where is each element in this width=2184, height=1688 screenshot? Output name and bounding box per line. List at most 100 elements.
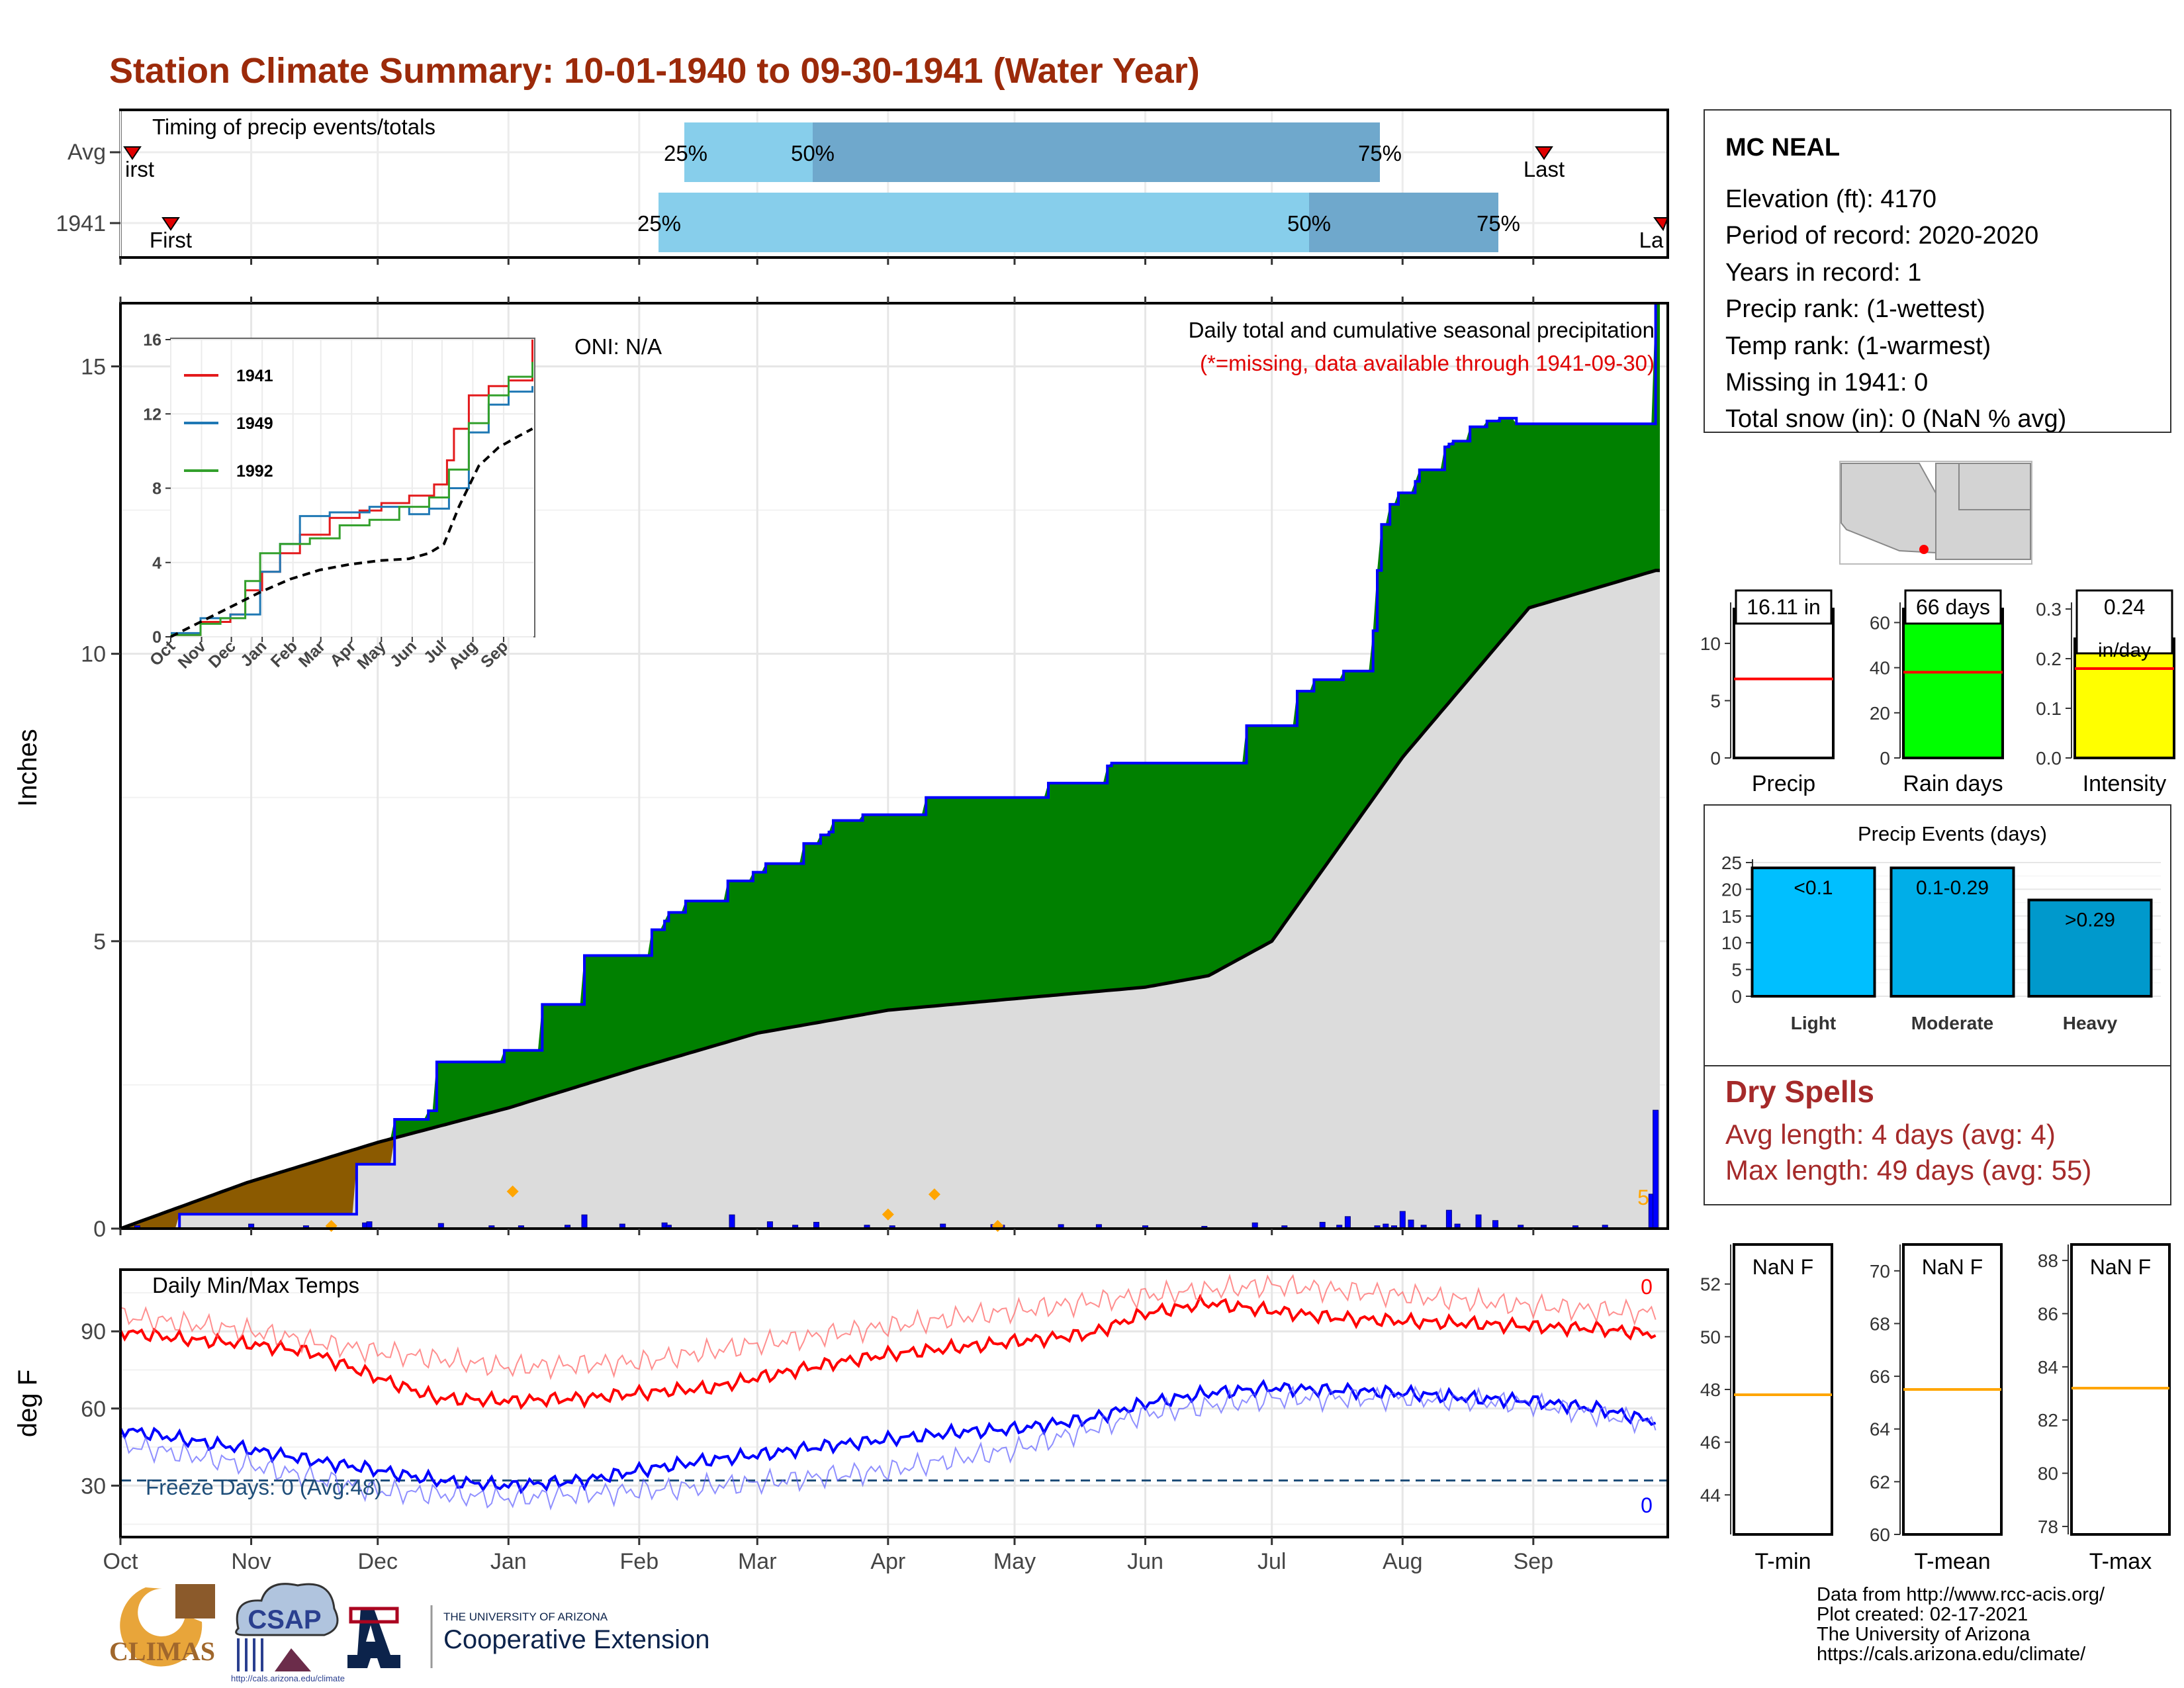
map-state-nm: [1935, 463, 2031, 560]
inset-legend-label: 1941: [236, 367, 273, 385]
daily-precip-bar: [1445, 1209, 1452, 1229]
temp-box-3: 78 80 82 84 86 88 NaN F T-max: [2038, 1243, 2171, 1574]
dry-spells-title: Dry Spells: [1725, 1074, 1874, 1109]
snow-marker: [928, 1188, 940, 1201]
temp-line-avg-max: [120, 1273, 1657, 1381]
temp-summary-boxes: 44 46 48 50 52 NaN F T-min 60 62 64 66 68 70 NaN F T-m…: [1700, 1243, 2171, 1574]
mini-label: Precip: [1752, 771, 1815, 796]
temp-box-tick-label: 52: [1700, 1274, 1721, 1295]
temp-lines: [119, 1273, 1657, 1511]
temp-box-label: T-max: [2089, 1549, 2152, 1574]
temp-box-label: T-min: [1755, 1549, 1811, 1574]
events-bar-label: >0.29: [2065, 910, 2115, 931]
precip-y-tick-label: 10: [81, 642, 106, 667]
dry-spells-max: Max length: 49 days (avg: 55): [1725, 1154, 2091, 1186]
temp-box-value: NaN F: [2090, 1255, 2151, 1279]
mini-tick-label: 0.1: [2036, 698, 2062, 719]
precip-y-tick-label: 5: [93, 929, 106, 955]
csap-text: CSAP: [248, 1605, 321, 1634]
temp-box-tick-label: 46: [1700, 1432, 1721, 1453]
daily-precip-bar: [1475, 1214, 1482, 1229]
precip-frame: [119, 302, 1669, 1230]
mini-value-box: [1904, 589, 2002, 625]
temp-box-tick-label: 48: [1700, 1380, 1721, 1400]
mini-tick-label: 40: [1870, 658, 1890, 679]
mini-tick-label: 60: [1870, 612, 1890, 633]
temp-box-value: NaN F: [1752, 1255, 1813, 1279]
csap-rain: [237, 1638, 263, 1671]
temp-box-tick-label: 84: [2038, 1357, 2058, 1378]
station-missing: Missing in 1941: 0: [1725, 369, 1928, 397]
observed-cumulative-line: [120, 302, 1660, 1230]
month-label: Dec: [357, 1549, 397, 1574]
temp-box-tick-label: 60: [1870, 1524, 1890, 1545]
mini-value-text: 66 days: [1916, 595, 1990, 619]
avg-last-marker: [1535, 146, 1553, 160]
footer-line-3: The University of Arizona: [1817, 1624, 2030, 1645]
summary-bar-1: 0 5 10 16.11 in Precip: [1700, 589, 1835, 796]
inset-line-1992: [171, 361, 533, 636]
inset-lines: [170, 340, 533, 638]
precip-y-axis: 0 5 10 15: [81, 297, 1535, 1242]
precip-y-tick-label: 15: [81, 355, 106, 380]
inset-line-avg: [170, 427, 533, 638]
mini-tick-label: 10: [1700, 633, 1721, 654]
events-y-tick-label: 25: [1721, 853, 1742, 873]
station-precip-rank: Precip rank: (1-wettest): [1725, 295, 1985, 323]
ua-big-text: Cooperative Extension: [443, 1625, 709, 1654]
mini-label: Intensity: [2083, 771, 2167, 796]
avg-p25-label: 25%: [664, 141, 707, 165]
temp-box-frame: [1733, 1243, 1833, 1536]
climas-text: CLIMAS: [109, 1636, 215, 1666]
temp-line-min: [119, 1379, 1657, 1495]
temp-line-max: [119, 1293, 1657, 1410]
daily-precip-bar: [1344, 1216, 1351, 1229]
year-last-marker: [1653, 217, 1669, 232]
inset-legend-label: 1992: [236, 462, 273, 481]
summary-bars: 0 5 10 16.11 in Precip 0 20 40 60 66 days Rain day…: [1700, 589, 2175, 796]
year-bar-light: [659, 193, 1309, 252]
year-p25-label: 25%: [637, 211, 681, 236]
events-bar-label: <0.1: [1794, 877, 1833, 899]
inset-legend: 1941 1949 1992: [184, 367, 273, 481]
mini-unit-text: in/day: [2098, 639, 2151, 661]
mini-tick-label: 5: [1710, 690, 1721, 711]
temp-box-1: 44 46 48 50 52 NaN F T-min: [1700, 1243, 1833, 1574]
footer-line-1: Data from http://www.rcc-acis.org/: [1817, 1584, 2105, 1605]
precip-y-label: Inches: [13, 729, 42, 807]
mini-value-box: [1735, 589, 1833, 625]
inset-y-tick-label: 12: [143, 405, 161, 424]
month-label: Feb: [620, 1549, 659, 1574]
temp-box-tick-label: 50: [1700, 1327, 1721, 1347]
events-bar: [1751, 867, 1876, 998]
station-years: Years in record: 1: [1725, 259, 1921, 287]
mini-tick-label: 0.2: [2036, 649, 2062, 669]
events-bar-label: 0.1-0.29: [1916, 877, 1989, 899]
year-p50-label: 50%: [1287, 211, 1331, 236]
mini-tick-label: 0: [1880, 748, 1890, 769]
inset-legend-label: 1949: [236, 414, 273, 433]
events-bar: [1889, 867, 2015, 998]
events-y-tick-label: 15: [1721, 906, 1742, 927]
csap-mountain: [275, 1648, 311, 1671]
year-p75-label: 75%: [1477, 211, 1520, 236]
station-location-dot: [1919, 545, 1929, 554]
station-elevation: Elevation (ft): 4170: [1725, 185, 1936, 213]
dry-spells-box: Dry Spells Avg length: 4 days (avg: 4) M…: [1704, 1065, 2171, 1205]
locator-map: [1839, 461, 2032, 565]
csap-cloud: [235, 1583, 339, 1636]
mini-value-box: [2075, 589, 2173, 655]
normal-area: [120, 570, 1660, 1229]
month-label: Apr: [870, 1549, 905, 1574]
mini-label: Rain days: [1903, 771, 2003, 796]
temp-box-tick-label: 62: [1870, 1472, 1890, 1492]
max-count: 0: [1641, 1275, 1653, 1299]
temp-box-tick-label: 82: [2038, 1410, 2058, 1430]
station-frame: [1704, 109, 2171, 433]
footer-line-4: https://cals.arizona.edu/climate/: [1817, 1644, 2086, 1665]
avg-first-marker: [123, 146, 142, 160]
month-label: Sep: [1514, 1549, 1554, 1574]
daily-precip-bar: [729, 1214, 735, 1229]
temp-box-label: T-mean: [1914, 1549, 1990, 1574]
